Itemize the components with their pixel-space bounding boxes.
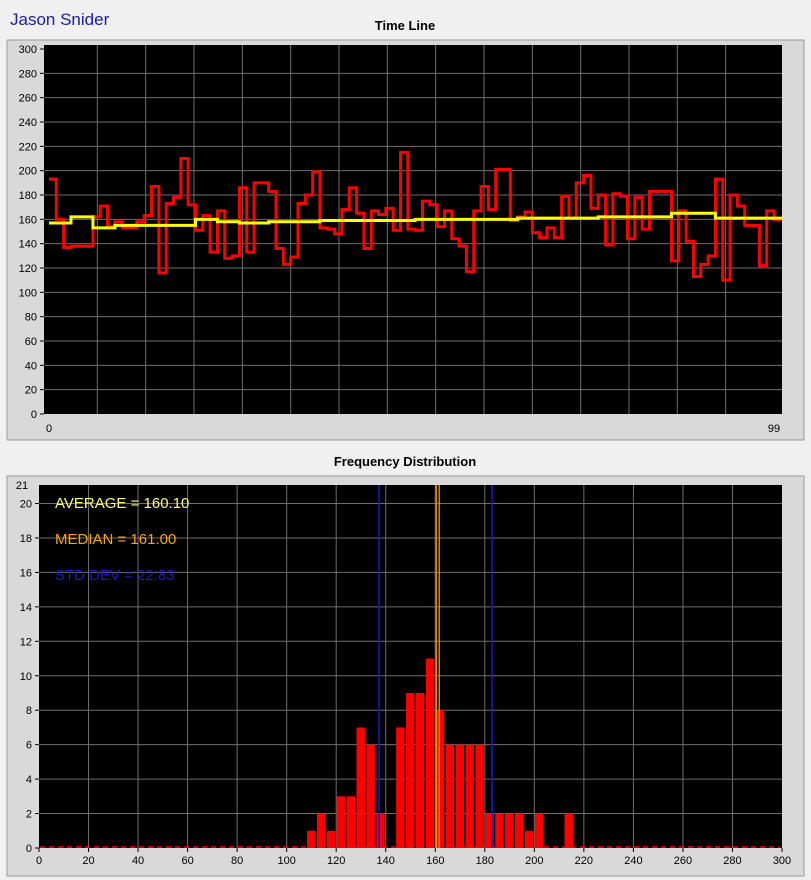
timeline-y-tick-label: 40 <box>25 360 37 372</box>
distribution-x-tick-label: 260 <box>674 855 692 867</box>
distribution-x-tick-label: 120 <box>327 855 345 867</box>
distribution-bar <box>445 744 455 848</box>
distribution-bar <box>564 813 573 848</box>
timeline-y-axis: 0 20 40 60 80 100 120 140 160 180 200 220 240 260 280 3… <box>19 44 44 421</box>
distribution-y-tick-label: 6 <box>26 740 32 752</box>
distribution-y-tick-label: 18 <box>20 533 32 545</box>
distribution-bar <box>524 830 534 848</box>
distribution-bar <box>396 727 405 848</box>
timeline-y-tick-label: 180 <box>19 190 37 202</box>
distribution-y-tick-label: 14 <box>20 602 32 614</box>
distribution-bar <box>406 692 415 848</box>
timeline-y-tick-label: 280 <box>19 68 37 80</box>
distribution-bar <box>485 813 494 848</box>
distribution-y-tick-label: 20 <box>20 499 32 511</box>
distribution-y-tick-label: 16 <box>20 567 32 579</box>
distribution-bar <box>336 796 346 848</box>
distribution-bars <box>40 658 780 848</box>
distribution-bar <box>356 727 365 848</box>
distribution-stat-lines <box>378 485 493 848</box>
distribution-bar <box>505 813 514 848</box>
distribution-bar <box>455 744 464 848</box>
distribution-y-tick-label: 2 <box>26 809 32 821</box>
timeline-y-tick-label: 120 <box>19 263 37 275</box>
timeline-y-tick-label: 240 <box>19 117 37 129</box>
distribution-x-tick-label: 200 <box>525 855 543 867</box>
timeline-x-tick-start: 0 <box>46 423 52 435</box>
timeline-x-tick-end: 99 <box>768 423 780 435</box>
distribution-x-tick-label: 0 <box>36 855 42 867</box>
distribution-bar <box>495 813 504 848</box>
distribution-bar <box>346 796 356 848</box>
timeline-y-tick-label: 80 <box>25 312 37 324</box>
timeline-y-tick-label: 60 <box>25 336 37 348</box>
timeline-y-tick-label: 100 <box>19 287 37 299</box>
distribution-x-tick-label: 300 <box>773 855 791 867</box>
distribution-y-tick-label: 0 <box>26 843 32 855</box>
std-dev-annotation: STD DEV = 22.83 <box>55 567 175 584</box>
distribution-x-tick-label: 140 <box>377 855 395 867</box>
distribution-y-tick-label: 8 <box>26 705 32 717</box>
timeline-y-tick-label: 260 <box>19 93 37 105</box>
distribution-x-tick-label: 180 <box>476 855 494 867</box>
distribution-x-tick-label: 20 <box>82 855 94 867</box>
timeline-series <box>49 150 782 282</box>
distribution-bar <box>306 830 316 848</box>
distribution-title: Frequency Distribution <box>334 454 476 469</box>
distribution-bar <box>316 813 326 848</box>
timeline-y-tick-label: 300 <box>19 44 37 56</box>
distribution-bar <box>465 744 474 848</box>
distribution-x-tick-label: 80 <box>231 855 243 867</box>
distribution-x-tick-label: 100 <box>277 855 295 867</box>
distribution-y-tick-label: 12 <box>20 636 32 648</box>
timeline-average-series-line <box>49 211 782 230</box>
distribution-x-tick-label: 280 <box>723 855 741 867</box>
distribution-y-tick-label: 10 <box>20 671 32 683</box>
distribution-x-tick-label: 240 <box>624 855 642 867</box>
distribution-x-tick-label: 220 <box>575 855 593 867</box>
timeline-y-tick-label: 160 <box>19 214 37 226</box>
timeline-y-tick-label: 200 <box>19 166 37 178</box>
distribution-x-tick-label: 40 <box>132 855 144 867</box>
average-annotation: AVERAGE = 160.10 <box>55 495 189 512</box>
timeline-y-tick-label: 20 <box>25 385 37 397</box>
timeline-raw-series-line <box>49 150 782 282</box>
distribution-bar <box>425 658 435 848</box>
timeline-y-tick-label: 140 <box>19 239 37 251</box>
distribution-bar <box>515 813 524 848</box>
timeline-title: Time Line <box>375 18 435 33</box>
timeline-y-tick-label: 0 <box>31 409 37 421</box>
distribution-y-top-label: 21 <box>16 480 28 492</box>
median-annotation: MEDIAN = 161.00 <box>55 531 176 548</box>
distribution-bar <box>435 710 445 848</box>
distribution-bar <box>366 744 375 848</box>
distribution-bar <box>415 692 425 848</box>
distribution-x-tick-label: 60 <box>181 855 193 867</box>
distribution-bar <box>376 813 385 848</box>
distribution-bar <box>326 830 336 848</box>
distribution-bar <box>475 744 484 848</box>
distribution-x-tick-label: 160 <box>426 855 444 867</box>
timeline-y-tick-label: 220 <box>19 141 37 153</box>
user-name-label: Jason Snider <box>10 10 110 29</box>
distribution-bar <box>534 813 544 848</box>
distribution-y-tick-label: 4 <box>26 774 32 786</box>
